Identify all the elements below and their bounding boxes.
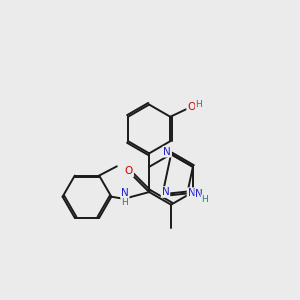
Text: N: N [164, 147, 171, 157]
Text: H: H [196, 100, 202, 109]
Text: N: N [162, 187, 170, 197]
Text: N: N [195, 189, 203, 199]
Text: H: H [201, 195, 208, 204]
Text: O: O [187, 102, 196, 112]
Text: N: N [121, 188, 129, 198]
Text: H: H [122, 198, 128, 207]
Text: N: N [188, 188, 195, 198]
Text: O: O [125, 167, 133, 176]
